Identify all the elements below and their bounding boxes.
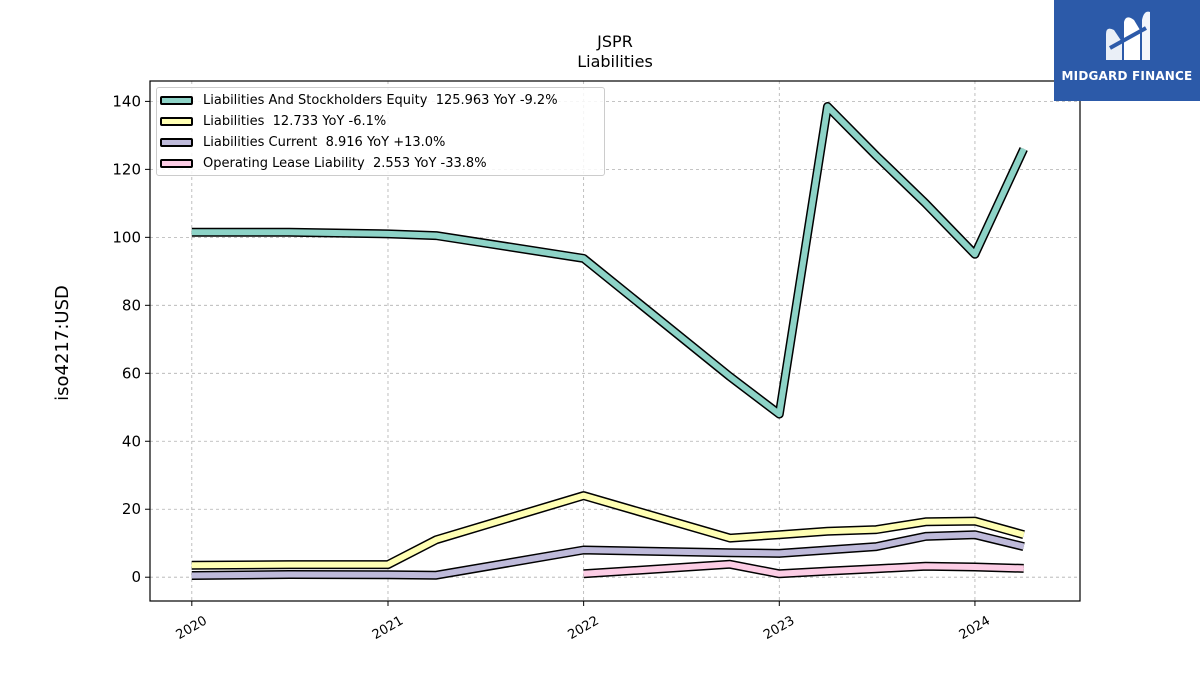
- logo-text: MIDGARD FINANCE: [1061, 69, 1193, 83]
- legend-label-lease: Operating Lease Liability 2.553 YoY -33.…: [203, 156, 487, 171]
- series-3-point: [1023, 567, 1025, 569]
- series-2-point: [729, 552, 731, 554]
- legend-item-lease: Operating Lease Liability 2.553 YoY -33.…: [157, 155, 604, 175]
- series-2-point: [435, 574, 437, 576]
- y-axis-label: iso4217:USD: [52, 285, 73, 401]
- series-0-point: [729, 376, 731, 378]
- series-2-point: [827, 549, 829, 551]
- series-1-point: [1023, 534, 1025, 536]
- y-tick-label: 20: [122, 500, 141, 518]
- series-0-point: [435, 235, 437, 237]
- series-1-point: [435, 539, 437, 541]
- series-2-point: [288, 573, 290, 575]
- legend-item-equity: Liabilities And Stockholders Equity 125.…: [157, 92, 604, 112]
- series-0-point: [925, 202, 927, 204]
- series-2-stroke: [191, 531, 1025, 579]
- series-2-point: [583, 549, 585, 551]
- series-0-line: [191, 102, 1028, 419]
- series-lines: [191, 102, 1028, 580]
- legend-label-current: Liabilities Current 8.916 YoY +13.0%: [203, 135, 446, 150]
- series-0-point: [827, 105, 829, 107]
- y-tick-label: 80: [122, 296, 141, 314]
- y-tick-label: 0: [131, 568, 141, 586]
- legend-label-liabilities: Liabilities 12.733 YoY -6.1%: [203, 114, 387, 129]
- series-1-point: [827, 530, 829, 532]
- series-0-point: [778, 413, 780, 415]
- x-tick-label: 2023: [761, 613, 797, 643]
- series-3-point: [875, 568, 877, 570]
- legend-swatch-current: [160, 138, 193, 147]
- series-2-point: [387, 574, 389, 576]
- series-2-point: [875, 546, 877, 548]
- series-3-point: [974, 566, 976, 568]
- series-3-line: [583, 559, 1025, 579]
- y-tick-label: 120: [112, 160, 141, 178]
- series-1-point: [729, 537, 731, 539]
- y-tick-label: 60: [122, 364, 141, 382]
- midgard-m-logo-icon: [1106, 11, 1150, 60]
- series-0-point: [288, 231, 290, 233]
- y-axis-ticks: 0 20 40 60 80 100 120 140: [112, 92, 150, 586]
- series-1-stroke: [191, 492, 1025, 569]
- series-2-line: [191, 530, 1025, 580]
- series-3-point: [729, 563, 731, 565]
- y-tick-label: 140: [112, 92, 141, 110]
- series-1-point: [875, 529, 877, 531]
- series-1-point: [191, 564, 193, 566]
- series-0-point: [583, 257, 585, 259]
- series-1-line: [191, 491, 1025, 570]
- chart-subtitle: Liabilities: [577, 52, 653, 71]
- x-tick-label: 2022: [565, 613, 601, 643]
- legend-item-liabilities: Liabilities 12.733 YoY -6.1%: [157, 113, 604, 133]
- series-2-point: [191, 575, 193, 577]
- legend-swatch-equity: [160, 96, 193, 105]
- series-1-point: [974, 520, 976, 522]
- series-3-point: [583, 573, 585, 575]
- series-0-point: [191, 231, 193, 233]
- series-1-point: [583, 495, 585, 497]
- midgard-finance-logo: MIDGARD FINANCE: [1054, 0, 1200, 101]
- series-3-point: [925, 565, 927, 567]
- y-tick-label: 40: [122, 432, 141, 450]
- series-0-point: [1023, 148, 1025, 150]
- x-tick-label: 2021: [370, 613, 406, 643]
- series-3-point: [827, 570, 829, 572]
- series-2-point: [778, 552, 780, 554]
- legend-swatch-liabilities: [160, 117, 193, 126]
- plot-frame: [149, 80, 1081, 602]
- series-2-point: [974, 534, 976, 536]
- legend-swatch-lease: [160, 159, 193, 168]
- series-3-stroke: [583, 561, 1024, 577]
- series-0-point: [387, 233, 389, 235]
- series-0-stroke: [191, 103, 1027, 418]
- x-tick-label: 2020: [174, 613, 210, 643]
- x-axis-ticks: 2020 2021 2022 2023 2024: [174, 601, 993, 643]
- series-1-point: [925, 521, 927, 523]
- legend-item-current: Liabilities Current 8.916 YoY +13.0%: [157, 134, 604, 154]
- series-3-point: [778, 573, 780, 575]
- x-tick-label: 2024: [957, 613, 993, 643]
- series-0-point: [974, 253, 976, 255]
- chart-title: JSPR: [597, 32, 633, 51]
- series-0-point: [875, 155, 877, 157]
- series-1-point: [778, 534, 780, 536]
- y-tick-label: 100: [112, 228, 141, 246]
- series-2-point: [925, 535, 927, 537]
- series-1-point: [387, 564, 389, 566]
- series-2-point: [1023, 546, 1025, 548]
- series-1-point: [288, 564, 290, 566]
- legend: Liabilities And Stockholders Equity 125.…: [156, 87, 605, 176]
- legend-label-equity: Liabilities And Stockholders Equity 125.…: [203, 93, 558, 108]
